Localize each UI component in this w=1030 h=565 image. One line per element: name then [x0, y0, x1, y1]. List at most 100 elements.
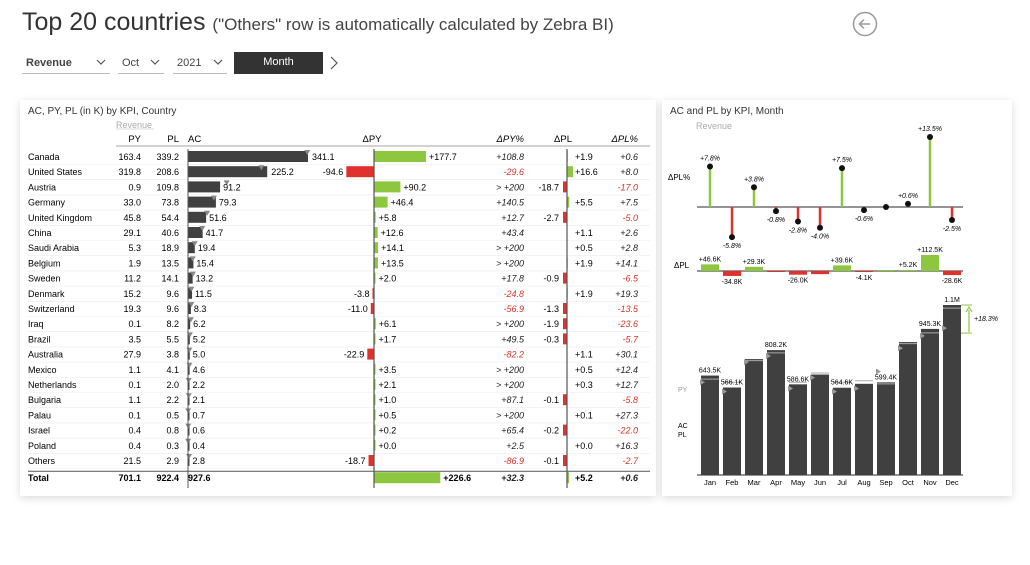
ac-month-rect [855, 383, 873, 475]
table-row: Iraq 0.1 8.2 6.2 +6.1 > +200 -1.9 -23.6 [28, 317, 650, 332]
year-dropdown[interactable]: 2021 [173, 52, 227, 74]
py-value: 0.1 [128, 319, 141, 329]
month-dropdown[interactable]: Oct [118, 52, 164, 74]
ac-month-rect [943, 305, 961, 475]
delta-abs-rect [877, 270, 895, 271]
ac-month-label: 586.6K [787, 376, 810, 383]
delta-abs-label: -28.6K [942, 278, 963, 285]
kpi-dropdown-value: Revenue [26, 57, 72, 69]
dpl-pct-value: +2.6 [620, 228, 638, 238]
ac-value: 341.1 [312, 152, 335, 162]
table-title: AC, PY, PL (in K) by KPI, Country [28, 106, 177, 117]
table-row: Brazil 3.5 5.5 5.2 +1.7 +49.5 -0.3 -5.7 [28, 332, 650, 348]
dpy-bar [374, 318, 376, 330]
period-month-button[interactable]: Month [234, 52, 323, 74]
dpl-value: +1.9 [575, 258, 593, 268]
dpy-bar [374, 333, 376, 345]
dpl-pct-value: +27.3 [615, 410, 638, 420]
table-row: United Kingdom 45.8 54.4 51.6 +5.8 +12.7 -2.7 -… [28, 210, 650, 226]
ac-bar [188, 455, 190, 466]
dpy-bar [374, 196, 388, 208]
dpl-value: -0.3 [543, 334, 559, 344]
dpy-bar [374, 242, 379, 254]
dpl-bar [563, 211, 567, 223]
country-name: China [28, 228, 52, 238]
page-title: Top 20 countries ("Others" row is automa… [22, 8, 614, 37]
dpy-bar [374, 472, 441, 484]
ac-bar [188, 303, 191, 314]
ac-value: 927.6 [188, 473, 211, 483]
table-row: Netherlands 0.1 2.0 2.2 +2.1 > +200 +0.3 +12.7 [28, 378, 650, 393]
py-value: 19.3 [123, 304, 141, 314]
delta-abs-rect [811, 271, 829, 275]
dpy-value: +5.8 [379, 213, 397, 223]
ac-value: 8.3 [194, 304, 207, 314]
dpl-value: -1.9 [543, 319, 559, 329]
dpl-pct-value: +12.7 [615, 380, 639, 390]
dpy-bar [374, 272, 376, 284]
dpy-value: +6.1 [379, 319, 397, 329]
table-row: Others 21.5 2.9 2.8 -18.7 -86.9 -0.1 -2.7 [28, 454, 650, 469]
dpl-pct-value: +30.1 [615, 350, 638, 360]
dpy-value: +2.0 [379, 274, 397, 284]
ac-bar [188, 211, 207, 223]
ac-bar [188, 227, 203, 238]
ac-bar [188, 424, 190, 436]
pl-marker [258, 165, 265, 171]
delta-pct-lollipop [883, 204, 889, 210]
ac-month-label: 599.4K [875, 374, 898, 381]
dpy-bar [374, 439, 376, 451]
country-name: Austria [28, 182, 56, 192]
dpy-value: +2.1 [379, 380, 397, 390]
ac-month-bar: 945.3K Nov [919, 321, 942, 487]
month-tick-label: Jul [837, 478, 847, 487]
delta-pct-label: +13.5% [918, 126, 942, 133]
dpl-bar [563, 318, 567, 330]
py-marker [854, 385, 859, 392]
row-label-py: PY [678, 387, 688, 394]
dpl-bar [567, 196, 570, 208]
kpi-dropdown[interactable]: Revenue [22, 52, 110, 74]
py-marker [722, 388, 727, 395]
table-row: Austria 0.9 109.8 91.2 +90.2 > +200 -18.7 -17.0 [28, 180, 650, 196]
month-tick-label: Nov [923, 478, 937, 487]
dpl-bar [563, 424, 567, 436]
dpl-pct-value: +12.4 [615, 365, 638, 375]
col-header-dpy: ΔPY [362, 134, 382, 145]
pl-marker [188, 302, 195, 307]
chevron-right-icon[interactable] [329, 55, 339, 71]
back-arrow-circle-icon[interactable] [852, 11, 878, 37]
dpl-value: +1.1 [575, 350, 593, 360]
ac-value: 19.4 [198, 243, 216, 253]
ac-value: 2.8 [193, 456, 206, 466]
country-name: Sweden [28, 274, 61, 284]
delta-pct-label: +7.5% [832, 157, 852, 164]
dpl-bar [563, 181, 567, 193]
country-name: Poland [28, 441, 56, 451]
delta-pct-label: +7.8% [700, 156, 720, 163]
dpl-pct-value: -6.5 [622, 274, 639, 284]
delta-pct-dot [751, 184, 757, 191]
delta-abs-label: +39.6K [831, 257, 854, 264]
ac-bar [188, 272, 193, 284]
ac-value: 0.4 [193, 441, 206, 451]
dpy-pct-value: -29.6 [503, 167, 524, 177]
py-marker [920, 332, 925, 339]
table-row: Sweden 11.2 14.1 13.2 +2.0 +17.8 -0.9 -6.5 [28, 271, 650, 287]
delta-abs-bar: +29.3K [743, 259, 766, 271]
month-tick-label: Sep [879, 478, 892, 487]
pl-value: 2.9 [166, 456, 179, 466]
ac-value: 5.2 [193, 334, 206, 344]
delta-pct-label: +0.6% [898, 193, 918, 200]
month-dropdown-value: Oct [122, 57, 140, 69]
ac-month-bar: Mar [744, 359, 763, 487]
py-value: 3.5 [128, 334, 141, 344]
ac-month-bar: 566.1K Feb [721, 380, 744, 487]
country-name: Bulgaria [28, 395, 61, 405]
month-tick-label: Apr [770, 478, 782, 487]
dpl-bar [563, 303, 567, 314]
py-value: 0.1 [128, 380, 141, 390]
delta-abs-label: +29.3K [743, 259, 766, 266]
ac-month-label: 1.1M [944, 297, 960, 304]
delta-pct-label: -5.8% [723, 243, 741, 250]
